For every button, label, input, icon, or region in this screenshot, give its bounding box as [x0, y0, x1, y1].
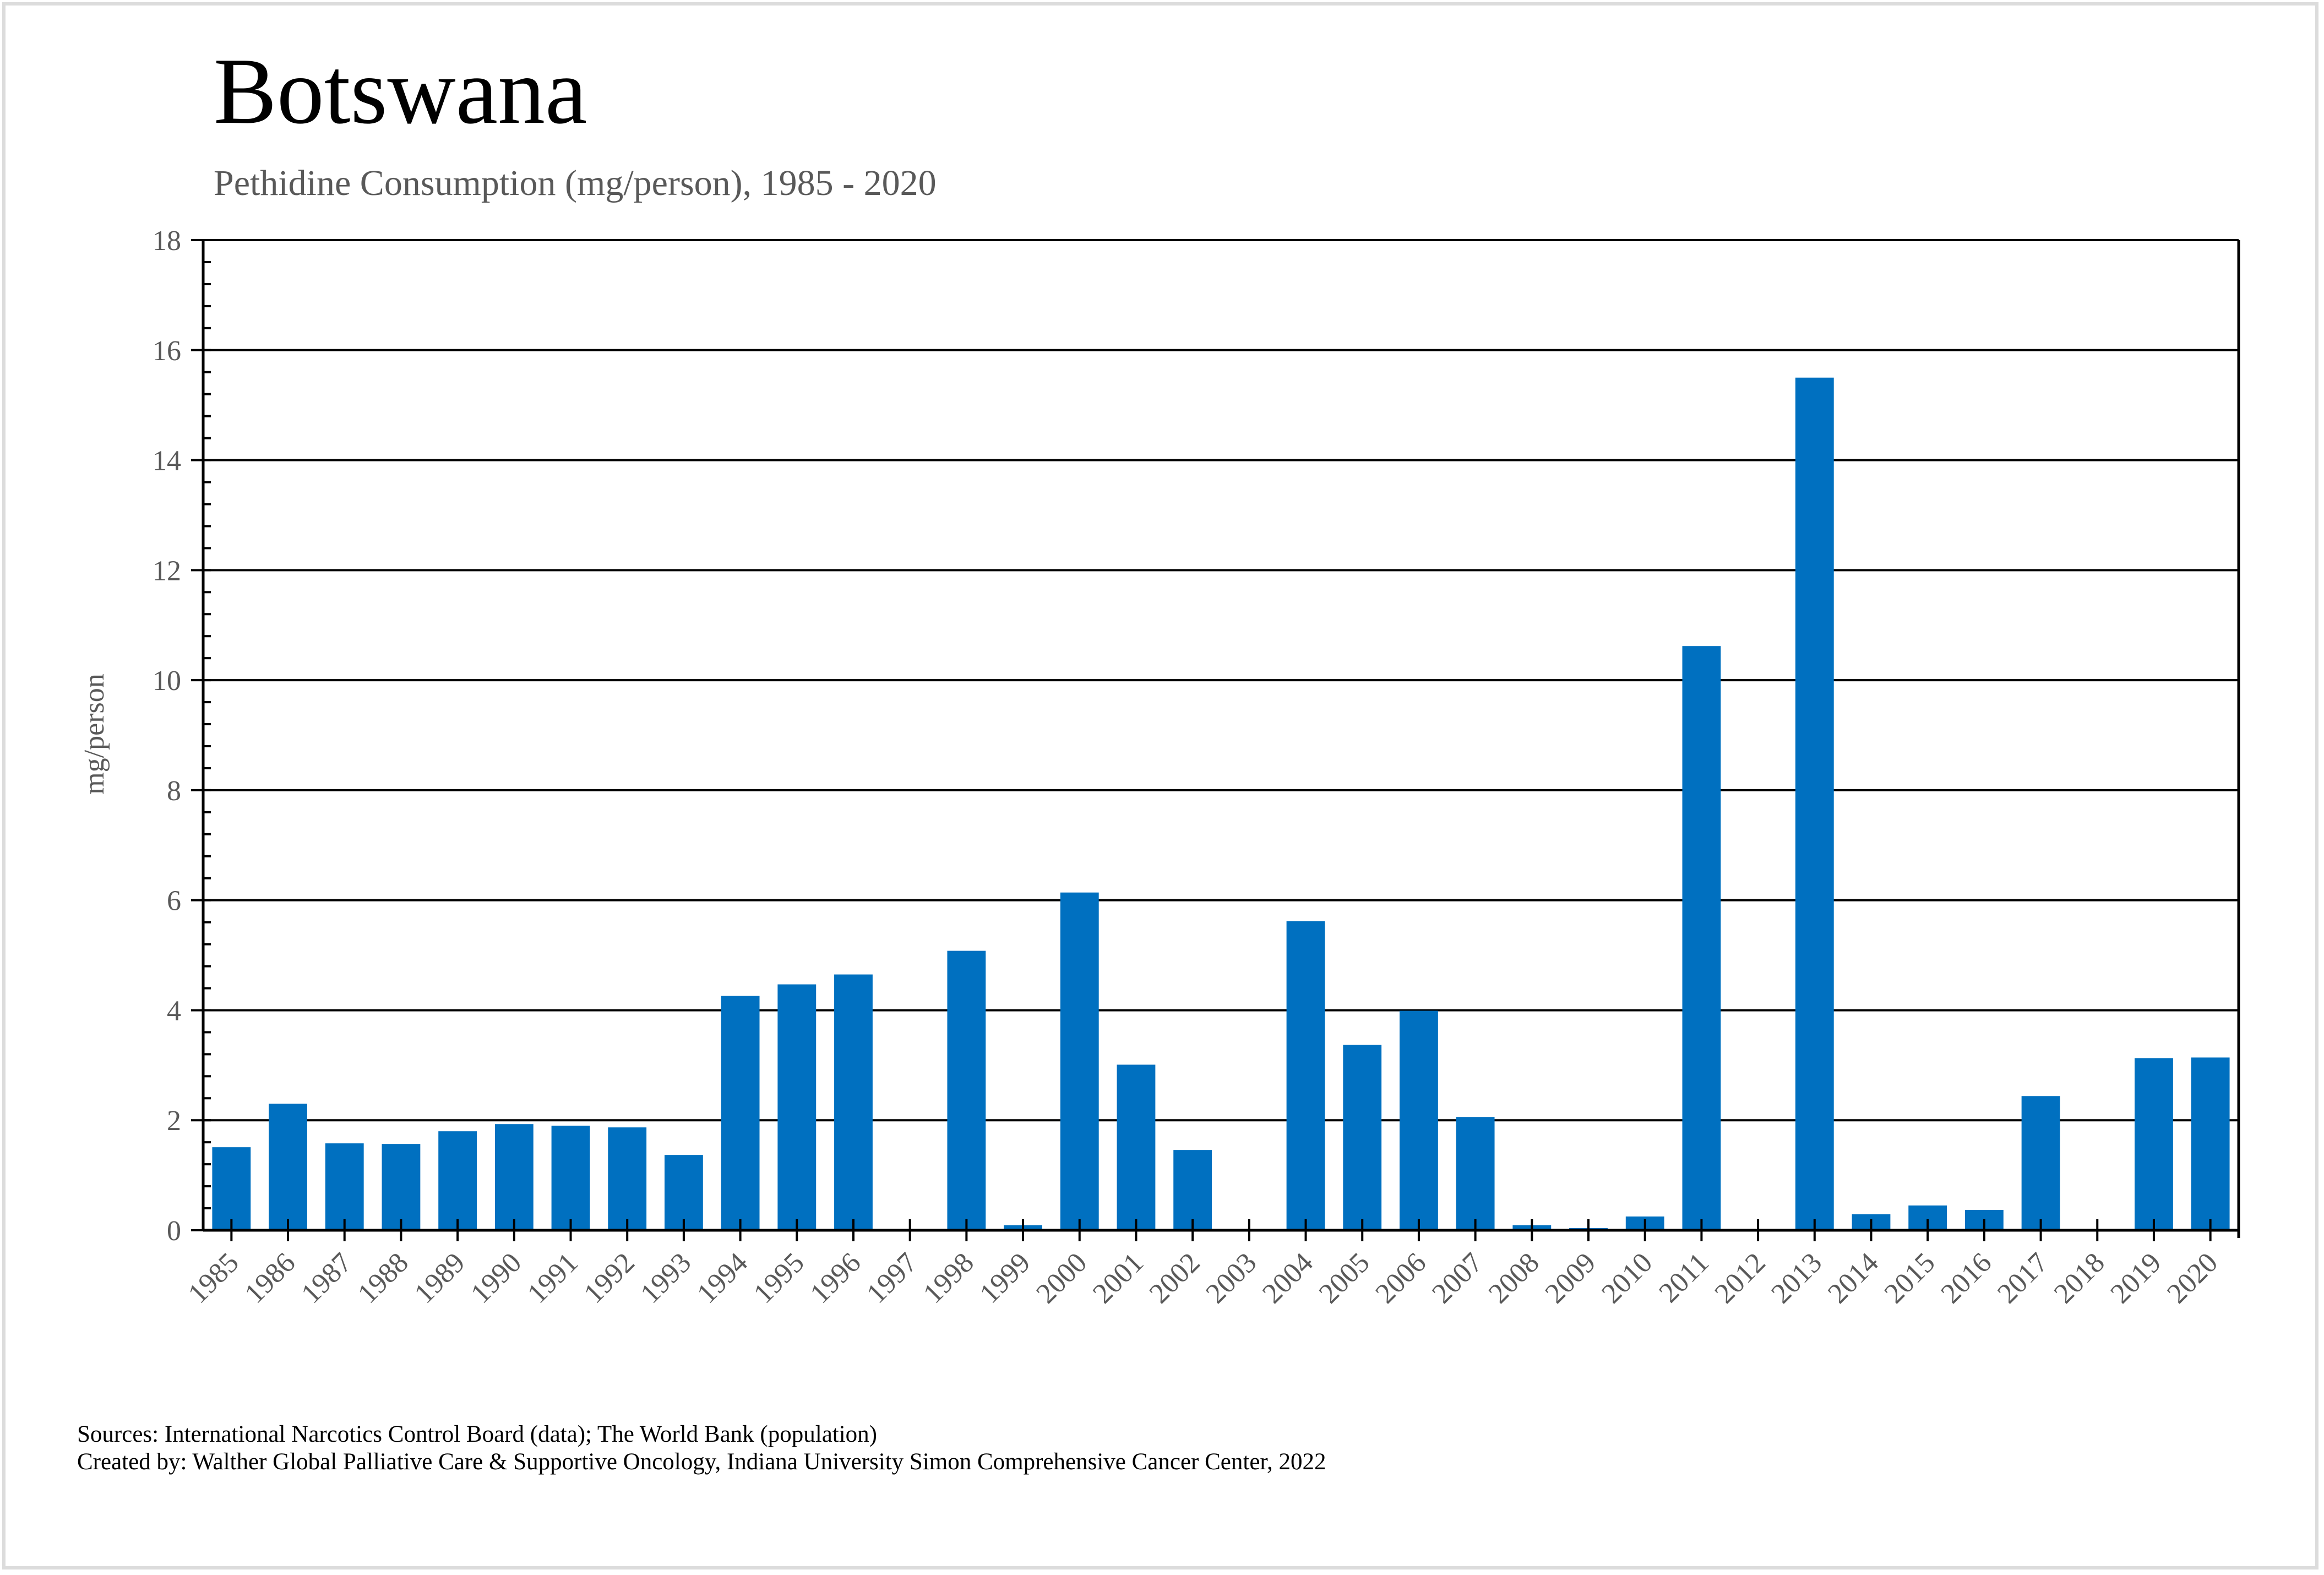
y-tick-label: 14	[153, 446, 181, 477]
y-tick-label: 10	[153, 665, 181, 697]
x-tick-label: 2007	[1426, 1247, 1489, 1310]
bar-1995	[777, 984, 817, 1230]
y-tick-label: 8	[167, 775, 181, 807]
x-tick-label: 1988	[352, 1247, 415, 1310]
bar-1993	[664, 1155, 703, 1230]
footer-sources: Sources: International Narcotics Control…	[77, 1421, 877, 1447]
bar-1988	[382, 1144, 421, 1230]
x-tick-label: 2020	[2161, 1247, 2224, 1310]
y-tick-label: 16	[153, 335, 181, 367]
bar-1989	[438, 1131, 477, 1230]
x-tick-label: 1998	[917, 1247, 980, 1310]
x-tick-label: 1993	[635, 1247, 698, 1310]
x-tick-label: 2011	[1653, 1247, 1715, 1308]
x-tick-label: 2019	[2105, 1247, 2168, 1310]
x-tick-label: 1999	[974, 1247, 1037, 1310]
bar-2020	[2191, 1057, 2230, 1230]
x-tick-label: 1996	[804, 1247, 867, 1310]
y-tick-labels: 0 2 4 6 8 10 12 14 16 18	[153, 225, 181, 1247]
x-tick-labels: 1985198619871988198919901991199219931994…	[182, 1247, 2224, 1310]
bar-1996	[834, 974, 873, 1230]
x-tick-label: 1994	[691, 1247, 754, 1310]
x-tick-label: 2014	[1822, 1247, 1885, 1310]
x-tick-label: 2017	[1991, 1247, 2054, 1310]
bar-2013	[1795, 377, 1834, 1231]
x-tick-label: 2003	[1200, 1247, 1262, 1310]
bar-1987	[325, 1143, 364, 1230]
bar-2001	[1117, 1065, 1156, 1230]
bar-1998	[947, 951, 986, 1230]
chart-subtitle: Pethidine Consumption (mg/person), 1985 …	[214, 163, 937, 203]
bar-2005	[1343, 1045, 1382, 1230]
y-tick-label: 12	[153, 555, 181, 586]
x-tick-label: 2010	[1596, 1247, 1658, 1310]
x-tick-label: 1992	[578, 1247, 641, 1310]
x-tick-label: 2004	[1256, 1247, 1319, 1310]
x-tick-label: 2002	[1144, 1247, 1206, 1310]
bar-2017	[2021, 1096, 2060, 1230]
bar-1986	[269, 1104, 307, 1230]
x-tick-label: 2001	[1087, 1247, 1150, 1310]
y-tick-label: 18	[153, 225, 181, 257]
y-tick-label: 0	[167, 1215, 181, 1247]
x-tick-label: 1985	[182, 1247, 245, 1310]
bar-2004	[1286, 921, 1325, 1230]
x-tick-label: 2008	[1483, 1247, 1545, 1310]
x-tick-label: 2012	[1709, 1247, 1772, 1310]
footer-created-by: Created by: Walther Global Palliative Ca…	[77, 1449, 1326, 1475]
x-tick-label: 1987	[295, 1247, 358, 1310]
x-tick-label: 2013	[1765, 1247, 1828, 1310]
bar-1985	[212, 1147, 251, 1230]
bar-2011	[1682, 646, 1721, 1230]
x-tick-label: 2005	[1313, 1247, 1376, 1310]
bar-2019	[2135, 1058, 2173, 1230]
x-tick-label: 2015	[1879, 1247, 1941, 1310]
x-tick-label: 1990	[465, 1247, 527, 1310]
bars	[212, 377, 2230, 1231]
x-tick-label: 1991	[521, 1247, 584, 1310]
bar-2002	[1173, 1150, 1212, 1230]
x-tick-label: 1995	[748, 1247, 810, 1310]
bar-2006	[1400, 1011, 1438, 1230]
x-tick-label: 1997	[861, 1247, 923, 1310]
axes	[202, 239, 2240, 1241]
bar-1990	[494, 1124, 534, 1230]
y-tick-label: 4	[167, 995, 181, 1027]
x-tick-label: 2006	[1370, 1247, 1433, 1310]
x-tick-label: 2009	[1539, 1247, 1602, 1310]
y-tick-label: 2	[167, 1105, 181, 1137]
bar-1992	[608, 1127, 647, 1230]
x-tick-label: 2016	[1935, 1247, 1998, 1310]
x-tick-label: 2018	[2048, 1247, 2111, 1310]
y-tick-label: 6	[167, 886, 181, 917]
bar-1991	[551, 1126, 590, 1230]
chart-title: Botswana	[214, 39, 587, 144]
x-tick-label: 1986	[239, 1247, 302, 1310]
y-axis-title: mg/person	[79, 674, 110, 795]
x-tick-label: 1989	[409, 1247, 471, 1310]
gridlines	[191, 239, 2239, 1231]
bar-2007	[1456, 1117, 1495, 1230]
bar-2000	[1060, 892, 1099, 1230]
x-tick-label: 2000	[1030, 1247, 1093, 1310]
bar-1994	[721, 996, 760, 1230]
